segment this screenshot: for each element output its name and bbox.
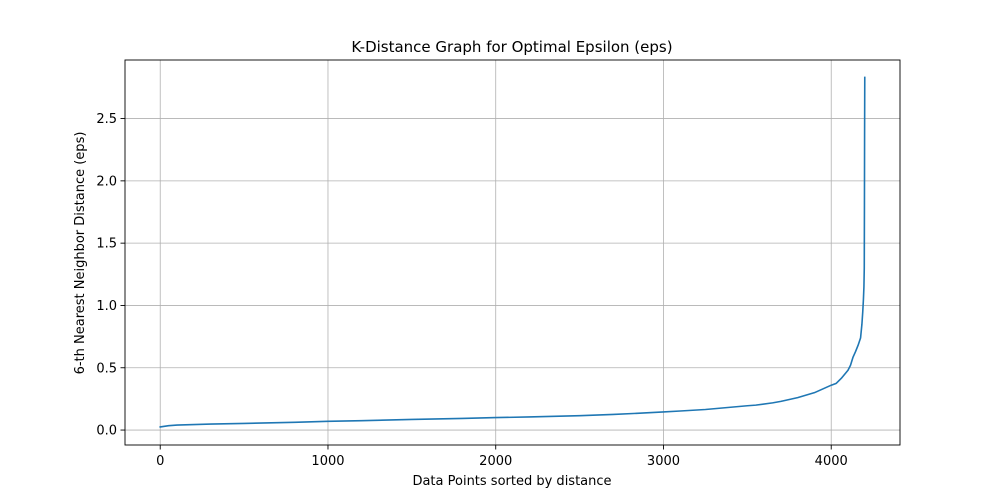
line-layer: [159, 76, 866, 428]
y-tick-label-1: 0.5: [96, 361, 117, 376]
y-tick-label-3: 1.5: [96, 237, 117, 252]
series-line-0: [159, 76, 866, 428]
axes-layer: [124, 59, 901, 446]
tick-layer: 0 1000 2000 3000 4000 0.0 0.5 1.0 1.5 2.0 2.5: [96, 112, 847, 469]
y-tick-label-0: 0.0: [96, 424, 117, 439]
x-tick-label-4: 4000: [815, 454, 848, 469]
y-tick-label-5: 2.5: [96, 112, 117, 127]
x-tick-label-3: 3000: [647, 454, 680, 469]
x-tick-label-2: 2000: [479, 454, 512, 469]
y-tick-label-2: 1.0: [96, 299, 117, 314]
y-axis-label: 6-th Nearest Neighbor Distance (eps): [73, 132, 88, 375]
grid-layer: [125, 60, 900, 445]
x-axis-label: Data Points sorted by distance: [412, 474, 611, 489]
x-tick-label-0: 0: [156, 454, 164, 469]
x-tick-label-1: 1000: [311, 454, 344, 469]
axes-frame: [124, 59, 901, 446]
chart-title: K-Distance Graph for Optimal Epsilon (ep…: [351, 38, 672, 56]
y-tick-label-4: 2.0: [96, 174, 117, 189]
